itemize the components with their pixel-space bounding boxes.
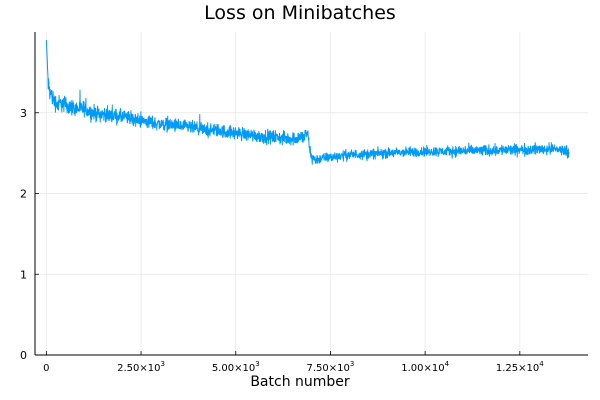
y-tick-label: 3 [20, 107, 27, 120]
x-tick-label: 0 [43, 363, 49, 374]
y-tick-label: 2 [20, 188, 27, 201]
x-axis-label: Batch number [250, 374, 350, 390]
y-tick-label: 0 [20, 349, 27, 362]
chart-title: Loss on Minibatches [204, 2, 396, 24]
x-tick-label: 7.50×103 [307, 360, 355, 374]
axes: 0 2.50×103 5.00×103 7.50×103 1.00×104 1.25×10… [20, 32, 588, 374]
x-tick-label: 2.50×103 [117, 360, 165, 374]
grid [35, 32, 588, 356]
x-tick-label: 1.00×104 [401, 360, 449, 374]
series-layer [45, 40, 570, 165]
x-tick-label: 5.00×103 [212, 360, 260, 374]
series-line-0 [45, 40, 570, 165]
x-tick-label: 1.25×104 [496, 360, 544, 374]
y-tick-label: 1 [20, 268, 27, 281]
